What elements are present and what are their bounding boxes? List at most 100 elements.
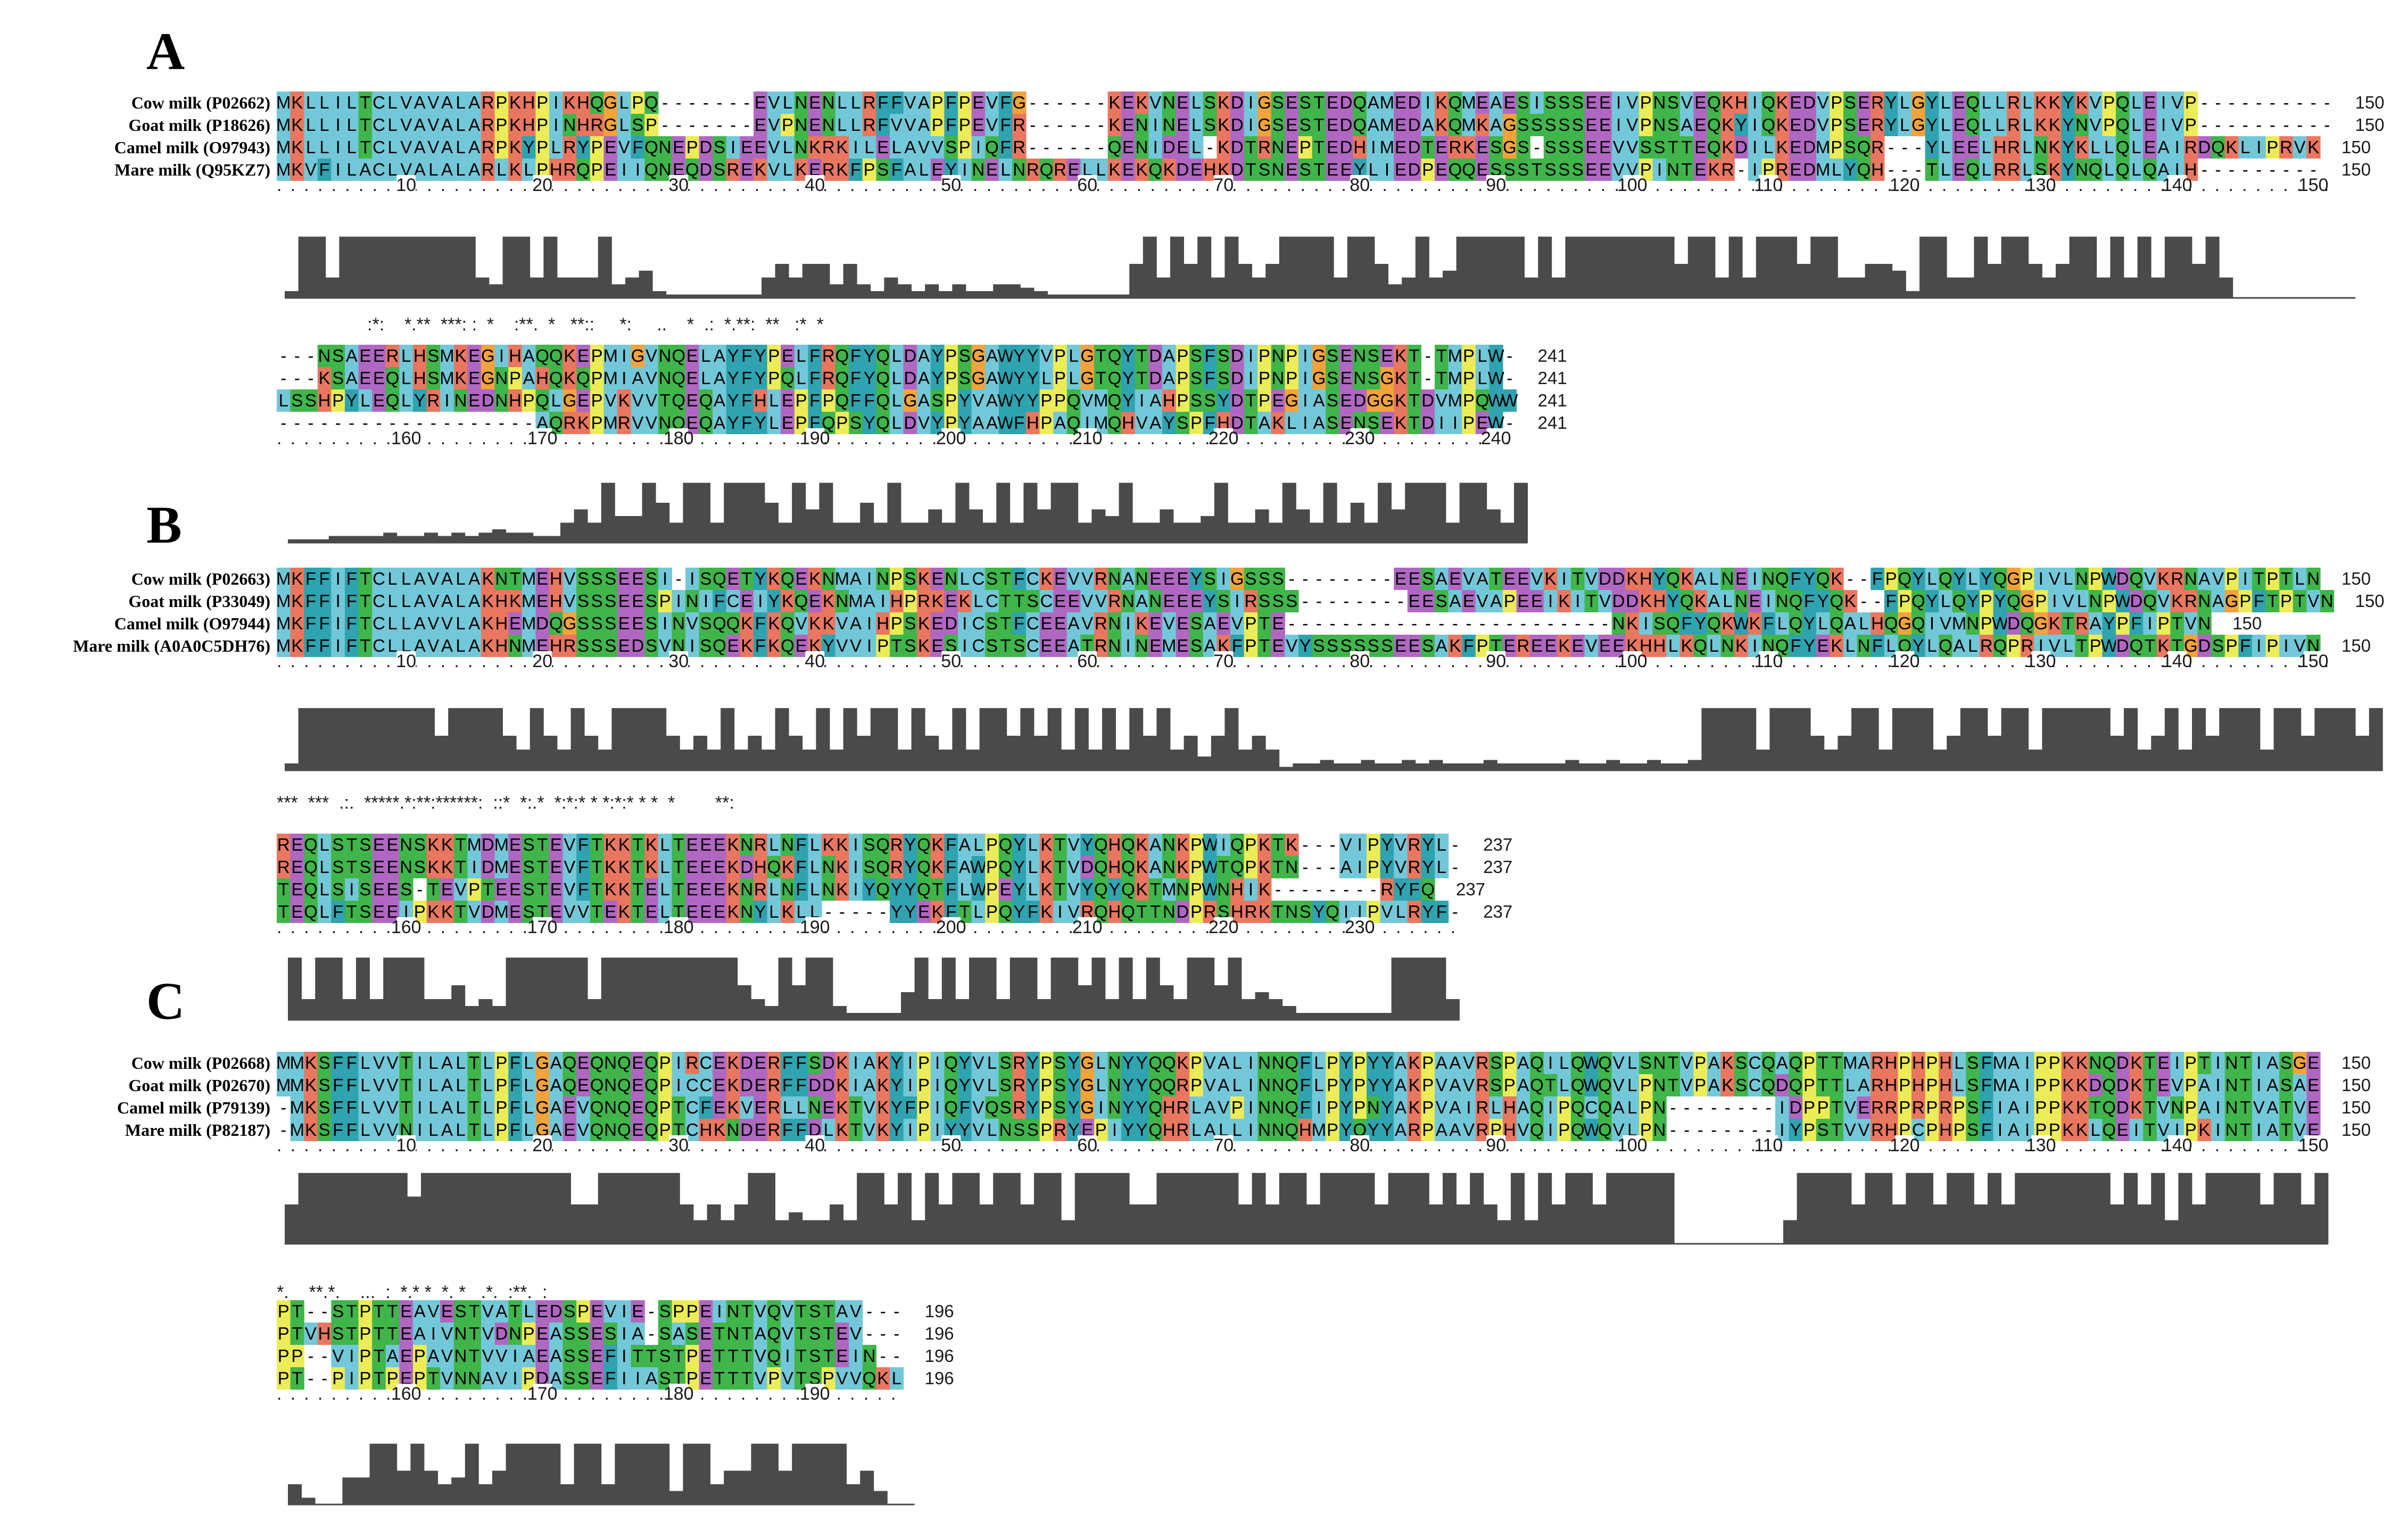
residue: - xyxy=(1493,613,1499,633)
sequence-row: MM K S F F L V V T I L A L T L P F L G A Q E Q N Q E Q P I R C E K D E R F F S… xyxy=(276,1052,2321,1074)
residue: T xyxy=(1491,569,1501,588)
residue: S xyxy=(414,857,426,877)
residue: N xyxy=(1122,591,1135,611)
residue: A xyxy=(441,1075,453,1095)
residue: Q xyxy=(2021,613,2034,633)
residue: M xyxy=(276,591,291,611)
residue: Q xyxy=(617,1053,631,1073)
residue: Y xyxy=(1913,569,1924,588)
residue: Q xyxy=(590,1098,604,1117)
residue: I xyxy=(2175,1053,2180,1073)
residue: Y xyxy=(1926,115,1938,135)
residue: C xyxy=(373,115,385,135)
residue: K xyxy=(605,879,616,899)
residue: N xyxy=(1653,93,1666,112)
residue: G xyxy=(972,346,986,365)
residue: I xyxy=(690,569,694,588)
residue: P xyxy=(1640,93,1652,112)
conservation-bar xyxy=(1810,736,1825,770)
residue: T xyxy=(469,1098,479,1117)
residue: P xyxy=(2103,115,2115,135)
residue: T xyxy=(469,1075,479,1095)
residue: L xyxy=(1941,137,1950,157)
residue-cell xyxy=(754,92,768,114)
residue: L xyxy=(1982,115,1991,135)
residue: D xyxy=(482,390,494,410)
residue: S xyxy=(1286,591,1297,611)
residue: C xyxy=(373,591,385,611)
residue-cell xyxy=(1543,92,1558,114)
residue: Q xyxy=(1449,115,1462,135)
residue: A xyxy=(1449,1053,1461,1073)
residue: K xyxy=(1844,591,1856,611)
residue: - xyxy=(730,115,736,135)
residue: E xyxy=(1054,613,1066,633)
ruler-tick-label: 90 xyxy=(1486,651,1506,671)
residue: E xyxy=(741,137,752,157)
conservation-histogram xyxy=(285,708,2383,771)
residue: E xyxy=(632,1053,643,1073)
conservation-bar xyxy=(955,999,970,1020)
residue: K xyxy=(1040,857,1052,877)
ruler-dots: ........................................… xyxy=(277,917,1464,937)
conservation-bar xyxy=(366,708,380,770)
conservation-bar xyxy=(1756,236,1770,298)
conservation-bar xyxy=(1947,277,1961,298)
conservation-bar xyxy=(380,236,394,298)
residue: K xyxy=(564,368,575,388)
residue: S xyxy=(1572,115,1584,135)
residue: A xyxy=(1490,115,1502,135)
conservation-bar xyxy=(1470,236,1484,298)
residue: F xyxy=(346,613,357,633)
residue: - xyxy=(1588,613,1594,633)
residue: D xyxy=(1776,1075,1789,1095)
residue: S xyxy=(1572,93,1584,112)
residue: I xyxy=(1153,115,1158,135)
residue: - xyxy=(1302,591,1308,611)
alignment-block: Cow milk (P02668) MM K S F F L V V T I L A L T L P F L G A Q E… xyxy=(117,1052,2371,1245)
residue: K xyxy=(918,569,930,588)
residue: Q xyxy=(1789,1075,1803,1095)
residue: K xyxy=(727,1098,739,1117)
residue: N xyxy=(1272,1075,1285,1095)
residue: P xyxy=(1177,346,1188,365)
conservation-bar xyxy=(543,736,558,770)
residue: S xyxy=(1640,1053,1652,1073)
conservation-bar xyxy=(1156,277,1171,298)
conservation-bar xyxy=(802,264,816,298)
residue: E xyxy=(632,613,643,633)
residue: G xyxy=(2034,613,2048,633)
residue: K xyxy=(1409,1075,1420,1095)
residue: S xyxy=(864,857,875,877)
residue: L xyxy=(401,591,411,611)
residue: Q xyxy=(1884,613,1898,633)
residue: N xyxy=(2075,569,2088,588)
residue: T xyxy=(592,835,602,854)
residue: - xyxy=(676,115,682,135)
residue: V xyxy=(2158,591,2170,611)
conservation-bar xyxy=(611,708,626,770)
residue: Q xyxy=(1761,93,1775,112)
residue: D xyxy=(2007,613,2020,633)
residue: - xyxy=(1384,613,1390,633)
ruler-tick-label: 120 xyxy=(1890,651,1920,671)
conservation-bar xyxy=(1119,483,1133,543)
residue: K xyxy=(564,346,575,365)
residue: Y xyxy=(864,346,875,365)
ruler-tick-label: 60 xyxy=(1077,651,1097,671)
residue: A xyxy=(714,390,725,410)
residue-cell xyxy=(1448,92,1462,114)
conservation-bar xyxy=(857,736,871,770)
residue: N xyxy=(1353,346,1366,365)
residue: S xyxy=(1653,613,1665,633)
residue: - xyxy=(1602,613,1608,633)
residue: S xyxy=(577,569,589,588)
residue: S xyxy=(332,835,344,854)
residue: N xyxy=(1966,613,1979,633)
residue: - xyxy=(2311,115,2316,135)
residue: R xyxy=(2171,569,2183,588)
panel-letter: A xyxy=(146,22,185,81)
residue: - xyxy=(1915,137,1921,157)
